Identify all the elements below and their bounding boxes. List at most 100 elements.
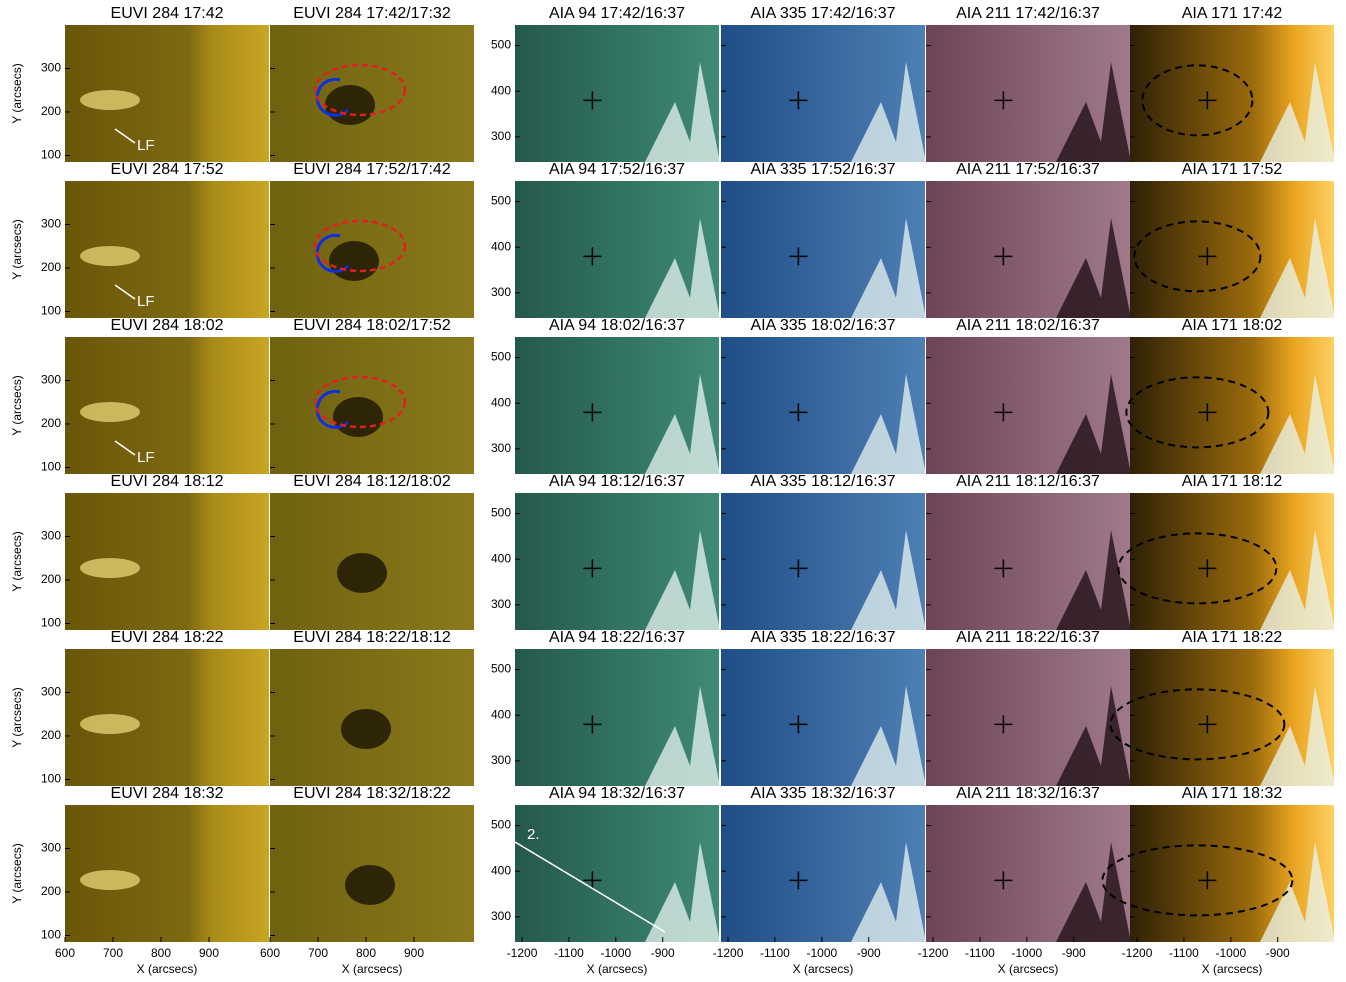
panel-title: AIA 171 17:52 — [1182, 161, 1283, 178]
panel-title: AIA 335 17:42/16:37 — [750, 5, 895, 22]
x-tick-label: -900 — [651, 946, 675, 960]
y-tick-label: 400 — [491, 239, 511, 253]
y-tick-label: 200 — [41, 572, 61, 586]
panel-title: EUVI 284 18:32 — [111, 785, 224, 802]
x-tick-label: -900 — [1266, 946, 1290, 960]
bright-loop — [80, 870, 140, 890]
panel-title: EUVI 284 18:22/18:12 — [293, 629, 451, 646]
y-tick-label: 300 — [41, 217, 61, 231]
dark-region — [333, 397, 383, 437]
y-tick-label: 100 — [41, 148, 61, 162]
x-tick-label: -1100 — [965, 946, 995, 960]
panel-title: EUVI 284 17:42 — [111, 5, 224, 22]
bright-loop — [80, 246, 140, 266]
x-tick-label: -900 — [1062, 946, 1086, 960]
panel-title: AIA 211 18:22/16:37 — [956, 629, 1100, 646]
x-tick-label: -1000 — [806, 946, 837, 960]
image-panel — [270, 25, 474, 162]
panel-title: AIA 211 18:12/16:37 — [956, 473, 1100, 490]
y-tick-label: 300 — [41, 841, 61, 855]
x-tick-label: -1200 — [507, 946, 538, 960]
feature-label: LF — [137, 293, 155, 310]
x-tick-label: -1000 — [1215, 946, 1246, 960]
panel-title: AIA 94 18:12/16:37 — [549, 473, 685, 490]
y-tick-label: 300 — [491, 909, 511, 923]
panel-title: AIA 171 17:42 — [1182, 5, 1283, 22]
x-tick-label: 900 — [404, 946, 424, 960]
y-tick-label: 200 — [41, 416, 61, 430]
panel-title: EUVI 284 17:52 — [111, 161, 224, 178]
y-axis-label: Y (arcsecs) — [10, 531, 24, 591]
y-axis-label: Y (arcsecs) — [10, 375, 24, 435]
x-tick-label: -1000 — [1011, 946, 1042, 960]
y-tick-label: 300 — [41, 373, 61, 387]
x-tick-label: 800 — [151, 946, 171, 960]
y-axis-label: Y (arcsecs) — [10, 219, 24, 279]
panel-title: AIA 211 17:42/16:37 — [956, 5, 1100, 22]
dark-region — [329, 241, 379, 281]
panel-title: AIA 211 18:02/16:37 — [956, 317, 1100, 334]
panel-title: AIA 171 18:02 — [1182, 317, 1283, 334]
y-axis-label: Y (arcsecs) — [10, 843, 24, 903]
x-tick-label: 700 — [103, 946, 123, 960]
y-tick-label: 500 — [491, 350, 511, 364]
x-tick-label: 900 — [199, 946, 219, 960]
y-tick-label: 300 — [491, 129, 511, 143]
panel-title: EUVI 284 18:02/17:52 — [293, 317, 451, 334]
y-tick-label: 500 — [491, 194, 511, 208]
panel-title: EUVI 284 18:12/18:02 — [293, 473, 451, 490]
panel-title: AIA 211 17:52/16:37 — [956, 161, 1100, 178]
y-axis-label: Y (arcsecs) — [10, 687, 24, 747]
bright-loop — [80, 558, 140, 578]
bright-loop — [80, 90, 140, 110]
x-tick-label: -1000 — [600, 946, 631, 960]
panel-title: AIA 335 18:02/16:37 — [750, 317, 895, 334]
x-axis-label: X (arcsecs) — [793, 962, 854, 976]
figure: EUVI 284 17:42 EUVI 284 17:42/17:32 AIA 94… — [0, 0, 1346, 982]
y-tick-label: 300 — [41, 529, 61, 543]
panel-title: AIA 94 17:42/16:37 — [549, 5, 685, 22]
y-tick-label: 100 — [41, 616, 61, 630]
slit-label: 2. — [527, 826, 540, 843]
panel-title: AIA 171 18:22 — [1182, 629, 1283, 646]
x-tick-label: -1200 — [1122, 946, 1153, 960]
y-tick-label: 500 — [491, 662, 511, 676]
x-tick-label: -1100 — [554, 946, 584, 960]
x-tick-label: -1100 — [1169, 946, 1199, 960]
y-tick-label: 400 — [491, 863, 511, 877]
y-tick-label: 300 — [491, 597, 511, 611]
y-tick-label: 100 — [41, 304, 61, 318]
bright-loop — [80, 714, 140, 734]
panel-title: AIA 94 17:52/16:37 — [549, 161, 685, 178]
panel-title: EUVI 284 17:42/17:32 — [293, 5, 451, 22]
panel-title: AIA 335 18:22/16:37 — [750, 629, 895, 646]
y-tick-label: 300 — [491, 441, 511, 455]
panel-title: EUVI 284 18:12 — [111, 473, 224, 490]
x-axis-label: X (arcsecs) — [998, 962, 1059, 976]
y-tick-label: 100 — [41, 772, 61, 786]
dark-region — [325, 85, 375, 125]
feature-label: LF — [137, 137, 155, 154]
panel-title: AIA 335 17:52/16:37 — [750, 161, 895, 178]
x-tick-label: -1200 — [918, 946, 949, 960]
panel-title: AIA 171 18:12 — [1182, 473, 1283, 490]
x-tick-label: -1200 — [713, 946, 744, 960]
panel-title: EUVI 284 17:52/17:42 — [293, 161, 451, 178]
x-tick-label: 600 — [260, 946, 280, 960]
y-tick-label: 500 — [491, 38, 511, 52]
dark-region — [341, 709, 391, 749]
dark-region — [337, 553, 387, 593]
y-tick-label: 400 — [491, 707, 511, 721]
panel-title: AIA 94 18:32/16:37 — [549, 785, 685, 802]
y-axis-label: Y (arcsecs) — [10, 63, 24, 123]
x-tick-label: 800 — [356, 946, 376, 960]
x-axis-label: X (arcsecs) — [137, 962, 198, 976]
y-tick-label: 300 — [491, 285, 511, 299]
y-tick-label: 500 — [491, 506, 511, 520]
x-axis-label: X (arcsecs) — [1202, 962, 1263, 976]
panel-title: EUVI 284 18:22 — [111, 629, 224, 646]
x-tick-label: 600 — [55, 946, 75, 960]
y-tick-label: 300 — [491, 753, 511, 767]
x-tick-label: -900 — [857, 946, 881, 960]
x-tick-label: 700 — [308, 946, 328, 960]
